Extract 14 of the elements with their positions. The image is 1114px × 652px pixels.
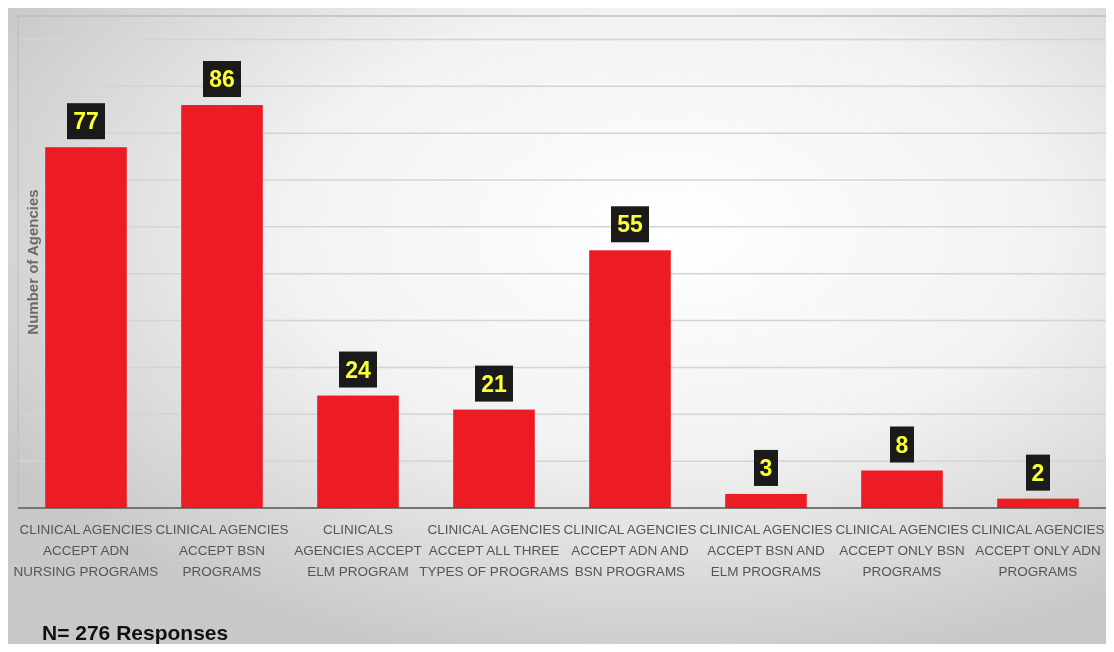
x-tick-label: CLINICAL AGENCIES ACCEPT BSN AND ELM PROGRAMS (699, 522, 833, 579)
data-label: 24 (345, 356, 371, 383)
data-label: 3 (759, 454, 773, 481)
x-tick-label: CLINICAL AGENCIES ACCEPT ONLY BSN PROGRAMS (835, 522, 969, 579)
text: N= 276 Responses (42, 621, 229, 644)
data-label: 86 (209, 66, 235, 93)
y-axis-title: Number of Agencies (24, 189, 41, 335)
data-label: 77 (73, 108, 99, 135)
data-label: 55 (617, 211, 643, 238)
data-label: 21 (481, 370, 507, 397)
x-tick-label: CLINICALS AGENCIES ACCEPT ELM PROGRAM (294, 522, 422, 579)
data-label: 2 (1031, 459, 1045, 486)
data-label: 8 (895, 431, 909, 458)
x-tick-label: CLINICAL AGENCIES ACCEPT ONLY ADN PROGRAMS (971, 522, 1105, 579)
